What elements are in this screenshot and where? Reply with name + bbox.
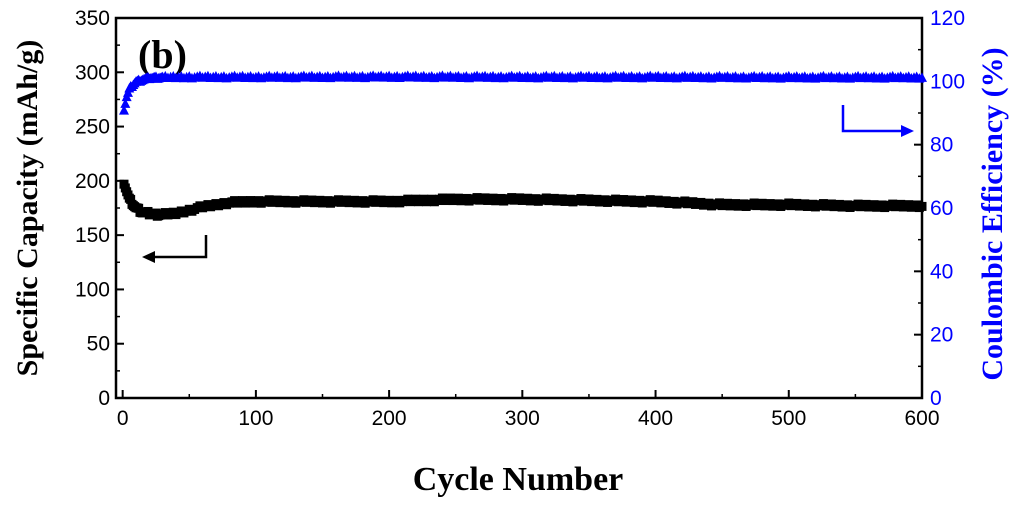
y-right-tick-label: 60 xyxy=(930,197,953,220)
y-left-tick-label: 350 xyxy=(75,7,110,30)
x-tick-label: 100 xyxy=(238,407,273,430)
y-right-tick-label: 40 xyxy=(930,260,953,283)
capacity-series xyxy=(119,179,927,221)
x-tick-label: 200 xyxy=(372,407,407,430)
y-right-axis-title: Coulombic Efficiency (%) xyxy=(976,47,1009,380)
y-left-tick-label: 200 xyxy=(75,170,110,193)
y-left-tick-label: 0 xyxy=(98,387,110,410)
x-tick-label: 500 xyxy=(771,407,806,430)
efficiency-arrow xyxy=(841,105,914,137)
efficiency-series xyxy=(118,70,927,115)
x-tick-label: 600 xyxy=(904,407,939,430)
y-right-tick-label: 0 xyxy=(930,387,942,410)
x-tick-label: 300 xyxy=(505,407,540,430)
y-right-tick-label: 100 xyxy=(930,70,965,93)
y-right-tick-label: 120 xyxy=(930,7,965,30)
y-left-axis-title: Specific Capacity (mAh/g) xyxy=(11,40,44,377)
ticks-layer: 0 100 200 300 400 500 600050100150200250300350… xyxy=(75,7,965,430)
y-right-tick-label: 20 xyxy=(930,324,953,347)
y-left-tick-label: 300 xyxy=(75,61,110,84)
y-left-tick-label: 100 xyxy=(75,278,110,301)
panel-label: (b) xyxy=(138,32,187,77)
data-point xyxy=(126,194,136,204)
x-axis-title: Cycle Number xyxy=(413,461,624,498)
data-point xyxy=(118,105,129,115)
y-left-tick-label: 50 xyxy=(87,333,110,356)
data-layer xyxy=(118,70,927,221)
data-point xyxy=(917,201,927,211)
data-point xyxy=(120,98,131,108)
y-right-tick-label: 80 xyxy=(930,134,953,157)
y-left-tick-label: 150 xyxy=(75,224,110,247)
y-left-tick-label: 250 xyxy=(75,116,110,139)
x-tick-label: 400 xyxy=(638,407,673,430)
capacity-arrow xyxy=(142,235,208,263)
x-tick-label: 0 xyxy=(117,407,129,430)
data-point xyxy=(917,72,927,82)
